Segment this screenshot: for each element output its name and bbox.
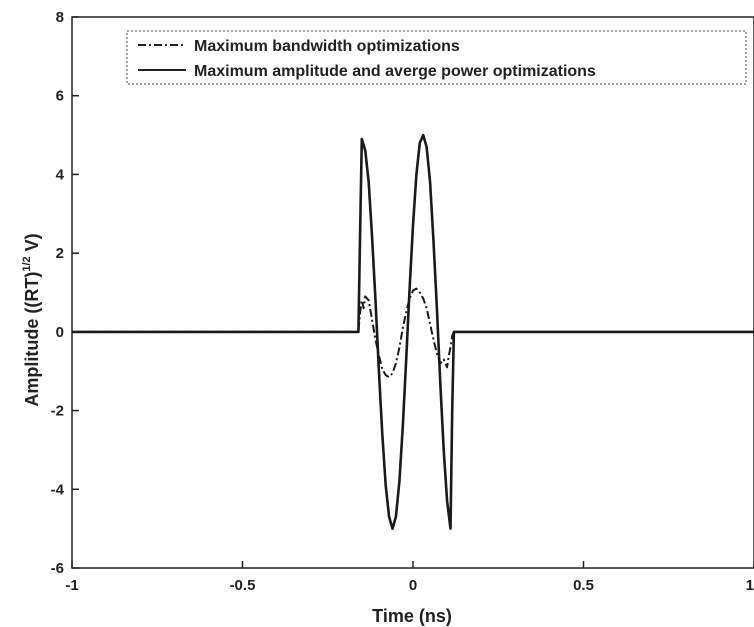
x-tick-label: -0.5 [230, 577, 256, 594]
legend-label-amplitude: Maximum amplitude and averge power optim… [194, 63, 596, 80]
y-axis-label-main: Amplitude ((RT) [22, 272, 42, 407]
series-line-bandwidth [72, 287, 754, 379]
y-axis-label-superscript: 1/2 [21, 256, 33, 271]
x-tick-label: 0 [409, 577, 417, 594]
y-tick-label: 2 [56, 245, 64, 262]
x-tick-label: 0.5 [573, 577, 594, 594]
y-tick-label: -4 [51, 481, 65, 498]
y-tick-label: -6 [51, 560, 64, 577]
legend-box [126, 30, 747, 85]
y-tick-label: 6 [56, 88, 64, 105]
ticks-layer: -1 -0.5 0 0.5 1 -6 -4 -2 0 2 4 6 8 [51, 9, 754, 594]
legend: Maximum bandwidth optimizations Maximum … [126, 30, 747, 85]
y-tick-label: -2 [51, 403, 64, 420]
x-tick-label: 1 [746, 577, 754, 594]
y-tick-label: 4 [56, 166, 65, 183]
x-tick-label: -1 [65, 577, 78, 594]
series-line-amplitude [72, 133, 754, 530]
legend-label-bandwidth: Maximum bandwidth optimizations [194, 38, 460, 55]
y-axis-label: Amplitude ((RT)1/2 V) [21, 233, 42, 406]
y-tick-label: 8 [56, 9, 64, 26]
y-tick-label: 0 [56, 324, 64, 341]
x-axis-label: Time (ns) [372, 606, 452, 626]
series-layer [72, 133, 754, 530]
y-axis-label-unit: V) [22, 233, 42, 256]
